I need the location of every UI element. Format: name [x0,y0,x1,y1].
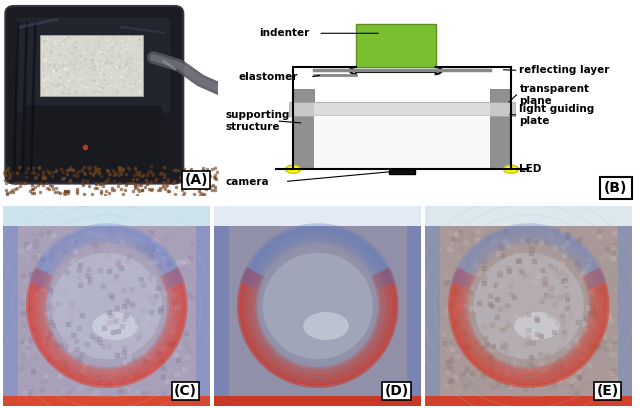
FancyBboxPatch shape [5,6,183,184]
Bar [440,226,618,396]
Bar [18,226,196,396]
Text: transparent
plane: transparent plane [520,84,589,106]
Bar [425,396,632,406]
Ellipse shape [515,312,560,340]
Bar [214,206,421,226]
Bar [490,89,511,169]
Text: reflecting layer: reflecting layer [520,65,610,75]
Bar [40,35,143,96]
Text: (E): (E) [596,384,619,398]
Text: camera: camera [226,177,269,186]
Bar [425,206,632,226]
Text: (B): (B) [604,181,628,195]
Bar [196,226,211,406]
Text: (D): (D) [385,384,408,398]
Text: LED: LED [520,164,542,174]
Bar [214,226,228,406]
Ellipse shape [303,312,349,340]
Bar [3,396,211,406]
Bar [3,206,211,226]
Bar [356,24,436,67]
Ellipse shape [92,312,138,340]
Bar [314,116,490,169]
Circle shape [285,165,301,173]
Bar [214,396,421,406]
Bar [228,226,407,396]
Bar [293,89,314,169]
Bar [390,169,415,174]
Bar [618,226,632,406]
Circle shape [474,253,584,359]
Bar [314,103,490,115]
Bar [425,226,440,406]
Text: (C): (C) [174,384,197,398]
Text: supporting
structure: supporting structure [226,110,291,132]
Circle shape [262,253,373,359]
Text: light guiding
plate: light guiding plate [520,104,595,126]
Bar [289,102,515,116]
FancyBboxPatch shape [16,18,170,113]
Text: indenter: indenter [260,28,310,38]
Bar [407,226,421,406]
Circle shape [52,253,162,359]
Text: (A): (A) [184,173,208,187]
Text: elastomer: elastomer [239,72,298,82]
FancyBboxPatch shape [25,105,162,180]
Bar [3,226,18,406]
Circle shape [504,165,518,173]
